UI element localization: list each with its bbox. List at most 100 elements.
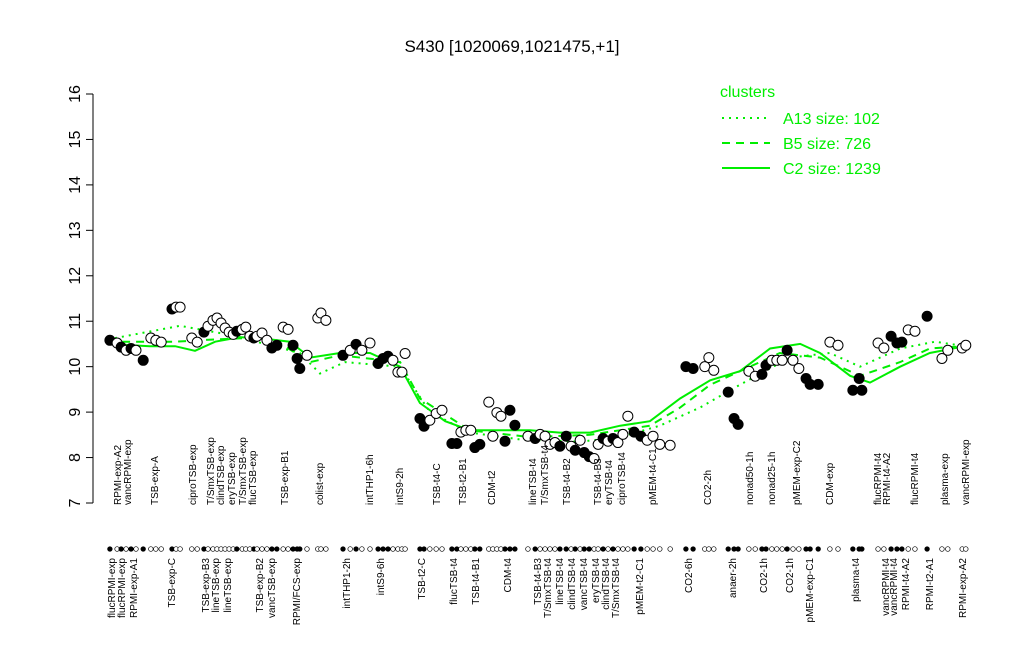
x-label-bottom: anaer-2h [728, 558, 739, 598]
y-tick-label: 9 [67, 408, 84, 417]
data-point [569, 444, 581, 456]
x-label-top: RPMI-t4-A2 [882, 452, 893, 505]
rug-dot [796, 546, 802, 552]
x-label-top: pMEM-t4-C1 [648, 448, 659, 505]
rug-dot [177, 546, 183, 552]
rug-dot [899, 546, 905, 552]
rug-dot [340, 546, 346, 552]
rug-dot [472, 546, 478, 552]
rug-dot [963, 546, 969, 552]
rug-dot [746, 546, 752, 552]
data-point [320, 314, 332, 326]
rug-dot [463, 546, 469, 552]
x-label-top: ciproTSB-t4 [617, 452, 628, 505]
data-point [364, 337, 376, 349]
rug-dot [347, 546, 353, 552]
rug-dot [323, 546, 329, 552]
data-point [301, 349, 313, 361]
rug-dot [774, 546, 780, 552]
x-label-bottom: TSB-t4-B1 [471, 558, 482, 605]
x-label-top: TSB-t2-B1 [458, 458, 469, 505]
data-point [699, 361, 711, 373]
cluster-line [108, 336, 965, 439]
y-tick-label: 15 [67, 130, 84, 148]
data-point [465, 424, 477, 436]
rug-dot [610, 546, 616, 552]
rug-dot [945, 546, 951, 552]
x-label-top: eryTSB-t4 [604, 460, 615, 505]
x-label-top: T/SmxTSB-exp [206, 437, 217, 505]
data-point [654, 438, 666, 450]
rug-dot [638, 546, 644, 552]
rug-dot [140, 546, 146, 552]
data-point [921, 310, 933, 322]
data-point [612, 437, 624, 449]
rug-dot [572, 546, 578, 552]
x-label-bottom: intTHP1-2h [342, 558, 353, 609]
rug-dot [502, 546, 508, 552]
x-label-top: plasma-exp [940, 453, 951, 505]
x-label-top: intS9-2h [395, 468, 406, 505]
data-point [732, 418, 744, 430]
y-tick-label: 14 [67, 176, 84, 194]
rug-dot [690, 546, 696, 552]
x-label-top: TSB-t4-B2 [562, 458, 573, 505]
legend-title: clusters [720, 84, 775, 101]
x-label-bottom: vancTSB-exp [267, 558, 278, 618]
x-label-bottom: TSB-exp-B2 [255, 558, 266, 613]
rug-dot [657, 546, 663, 552]
data-point [708, 364, 720, 376]
x-label-bottom: eryTSB-t4 [591, 558, 602, 603]
rug-dot [148, 546, 154, 552]
data-point [853, 372, 865, 384]
rug-dot [557, 546, 563, 552]
rug-dot [234, 546, 240, 552]
data-point [451, 437, 463, 449]
x-label-top: nonad25-1h [767, 452, 778, 505]
data-point [137, 354, 149, 366]
rug-dot [507, 546, 513, 552]
rug-dot [537, 546, 543, 552]
data-point [960, 339, 972, 351]
data-point [282, 323, 294, 335]
rug-dot [390, 546, 396, 552]
rug-dot [552, 546, 558, 552]
rug-dot [269, 546, 275, 552]
rug-dot [835, 546, 841, 552]
rug-dot [274, 546, 280, 552]
x-label-top: TSB-t4-B3 [593, 458, 604, 505]
rug-dot [815, 546, 821, 552]
rug-dot [449, 546, 455, 552]
rug-dot [894, 546, 900, 552]
x-label-bottom: RPMI-t2-A1 [925, 558, 936, 611]
data-point [878, 342, 890, 354]
x-label-top: intTHP1-6h [365, 454, 376, 505]
rug-dot [194, 546, 200, 552]
rug-dot [850, 546, 856, 552]
x-label-top: flucRPMI-t4 [873, 452, 884, 505]
rug-dot [784, 546, 790, 552]
rug-dot [650, 546, 656, 552]
x-label-top: CDM-t2 [487, 470, 498, 505]
rug-dot [421, 546, 427, 552]
rug-dot [512, 546, 518, 552]
rug-dot [439, 546, 445, 552]
data-point [261, 334, 273, 346]
data-point [832, 339, 844, 351]
x-label-bottom: clindTSB-t4 [601, 558, 612, 610]
rug-dot [133, 546, 139, 552]
rug-dot [189, 546, 195, 552]
rug-dot [763, 546, 769, 552]
x-label-bottom: plasma-t4 [851, 558, 862, 602]
data-point [504, 404, 516, 416]
rug-dot [259, 546, 265, 552]
y-tick-label: 8 [67, 453, 84, 462]
x-label-bottom: pMEM-exp-C1 [805, 558, 816, 623]
data-point [622, 410, 634, 422]
x-label-bottom: vancRPMI-t4 [881, 558, 892, 616]
x-label-top: T/SmxTSB-exp [238, 437, 249, 505]
x-label-bottom: RPMI-t4-A2 [901, 558, 912, 611]
data-point [793, 362, 805, 374]
y-tick-label: 13 [67, 221, 84, 239]
cluster-line [108, 336, 966, 434]
